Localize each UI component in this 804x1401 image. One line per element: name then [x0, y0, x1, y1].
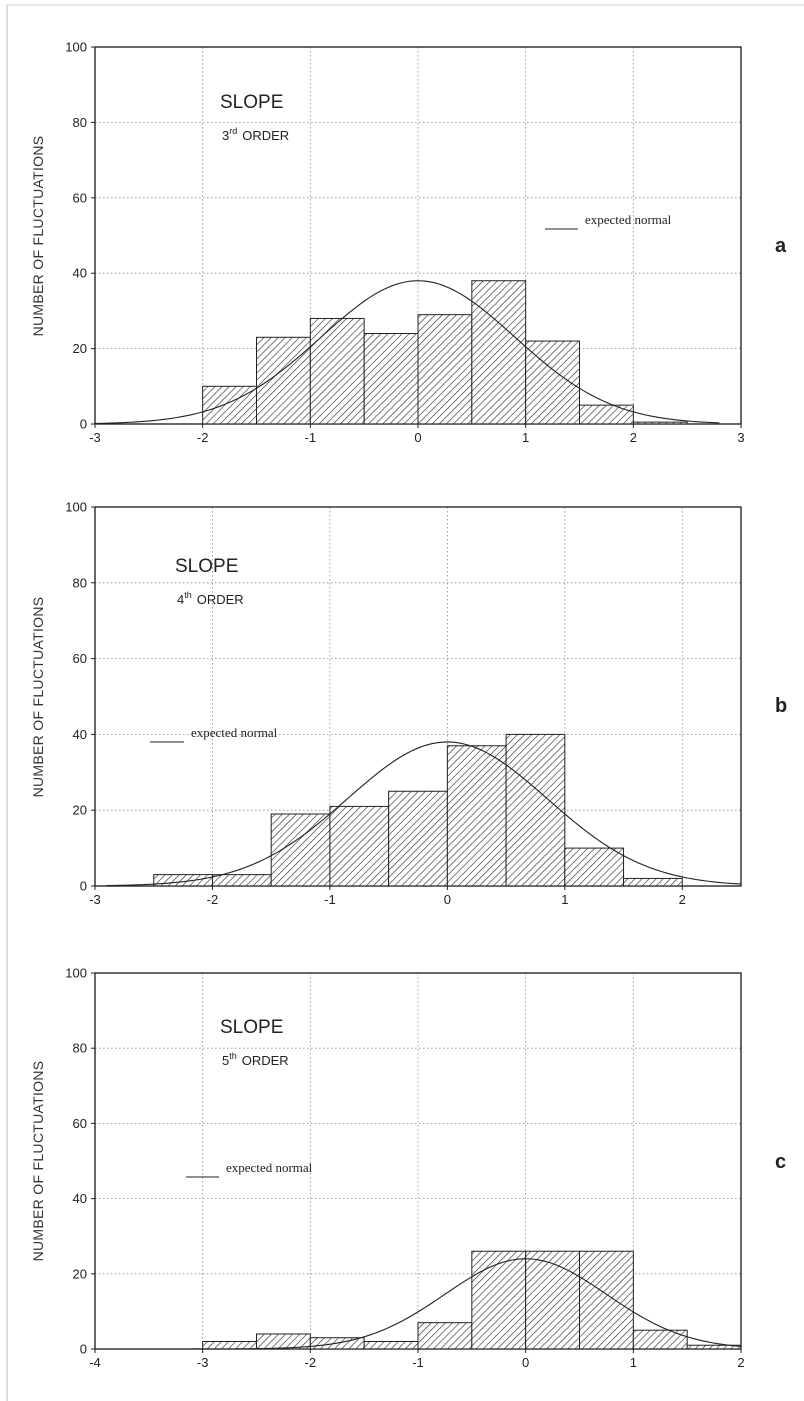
x-tick-label: 0	[522, 1355, 529, 1370]
panel-title: SLOPE	[220, 1017, 283, 1038]
histogram-bar	[212, 875, 271, 886]
histogram-bar	[526, 1251, 580, 1349]
x-tick-label: 1	[630, 1355, 637, 1370]
x-tick-label: 1	[561, 892, 568, 907]
x-tick-label: -2	[305, 1355, 317, 1370]
histogram-bar	[271, 814, 330, 886]
panel-letter: c	[775, 1151, 786, 1173]
x-tick-label: -1	[324, 892, 336, 907]
x-tick-label: 3	[737, 430, 744, 445]
histogram-bar	[633, 1330, 687, 1349]
x-tick-label: 2	[630, 430, 637, 445]
y-tick-label: 80	[73, 1041, 87, 1056]
x-tick-label: -2	[197, 430, 209, 445]
panel-letter: b	[775, 695, 787, 717]
histogram-bar	[257, 337, 311, 424]
x-tick-label: -4	[89, 1355, 101, 1370]
histogram-bar	[447, 746, 506, 886]
x-tick-label: -3	[89, 892, 101, 907]
x-tick-label: -3	[197, 1355, 209, 1370]
histogram-bar	[330, 806, 389, 886]
y-tick-label: 40	[73, 266, 87, 281]
y-axis-label: NUMBER OF FLUCTUATIONS	[30, 597, 46, 798]
y-tick-label: 20	[73, 1266, 87, 1281]
panel-letter: a	[775, 235, 787, 257]
panel-title: SLOPE	[175, 556, 238, 577]
y-tick-label: 40	[73, 1191, 87, 1206]
y-tick-label: 100	[65, 40, 87, 55]
legend-label: expected normal	[585, 212, 672, 227]
y-tick-label: 100	[65, 966, 87, 981]
y-axis-label: NUMBER OF FLUCTUATIONS	[30, 1061, 46, 1262]
histogram-bar	[472, 281, 526, 424]
y-tick-label: 20	[73, 341, 87, 356]
y-tick-label: 0	[80, 417, 87, 432]
panel-title: SLOPE	[220, 92, 283, 113]
legend-label: expected normal	[191, 725, 278, 740]
x-tick-label: -3	[89, 430, 101, 445]
legend-label: expected normal	[226, 1160, 313, 1175]
histogram-bar	[418, 1323, 472, 1349]
histogram-bar	[364, 334, 418, 424]
y-tick-label: 0	[80, 879, 87, 894]
chart-panel-a: 0 20 40 60 80 100 -3 -2 -1 0 1 2 3 NUMBER OF FLUCTUAT…	[30, 40, 787, 446]
y-tick-label: 80	[73, 115, 87, 130]
histogram-bar	[506, 734, 565, 886]
y-tick-label: 20	[73, 803, 87, 818]
histogram-bar	[624, 878, 683, 886]
histogram-bar	[580, 405, 634, 424]
x-tick-label: -1	[412, 1355, 424, 1370]
histogram-bar	[203, 386, 257, 424]
histogram-bar	[418, 315, 472, 424]
y-tick-label: 60	[73, 651, 87, 666]
histogram-bar	[203, 1341, 257, 1349]
y-tick-label: 60	[73, 1116, 87, 1131]
histogram-bar	[472, 1251, 526, 1349]
y-tick-label: 100	[65, 500, 87, 515]
y-tick-label: 0	[80, 1342, 87, 1357]
x-tick-label: -2	[207, 892, 219, 907]
x-tick-label: -1	[305, 430, 317, 445]
y-tick-label: 40	[73, 727, 87, 742]
chart-panel-b: 0 20 40 60 80 100 -3 -2 -1 0 1 2 NUMBER OF FLUCTUATI…	[30, 500, 787, 908]
histogram-bar	[154, 875, 213, 886]
y-tick-label: 80	[73, 575, 87, 590]
histogram-bar	[364, 1341, 418, 1349]
histogram-bar	[389, 791, 448, 886]
x-tick-label: 1	[522, 430, 529, 445]
x-tick-label: 0	[414, 430, 421, 445]
histogram-bar	[310, 318, 364, 424]
y-axis-label: NUMBER OF FLUCTUATIONS	[30, 136, 46, 337]
x-tick-label: 2	[737, 1355, 744, 1370]
x-tick-label: 2	[679, 892, 686, 907]
y-tick-label: 60	[73, 190, 87, 205]
chart-panel-c: 0 20 40 60 80 100 -4 -3 -2 -1 0 1 2 NUMBER OF FLUCTUA…	[30, 966, 786, 1371]
histogram-bar	[580, 1251, 634, 1349]
histogram-bar	[565, 848, 624, 886]
x-tick-label: 0	[444, 892, 451, 907]
